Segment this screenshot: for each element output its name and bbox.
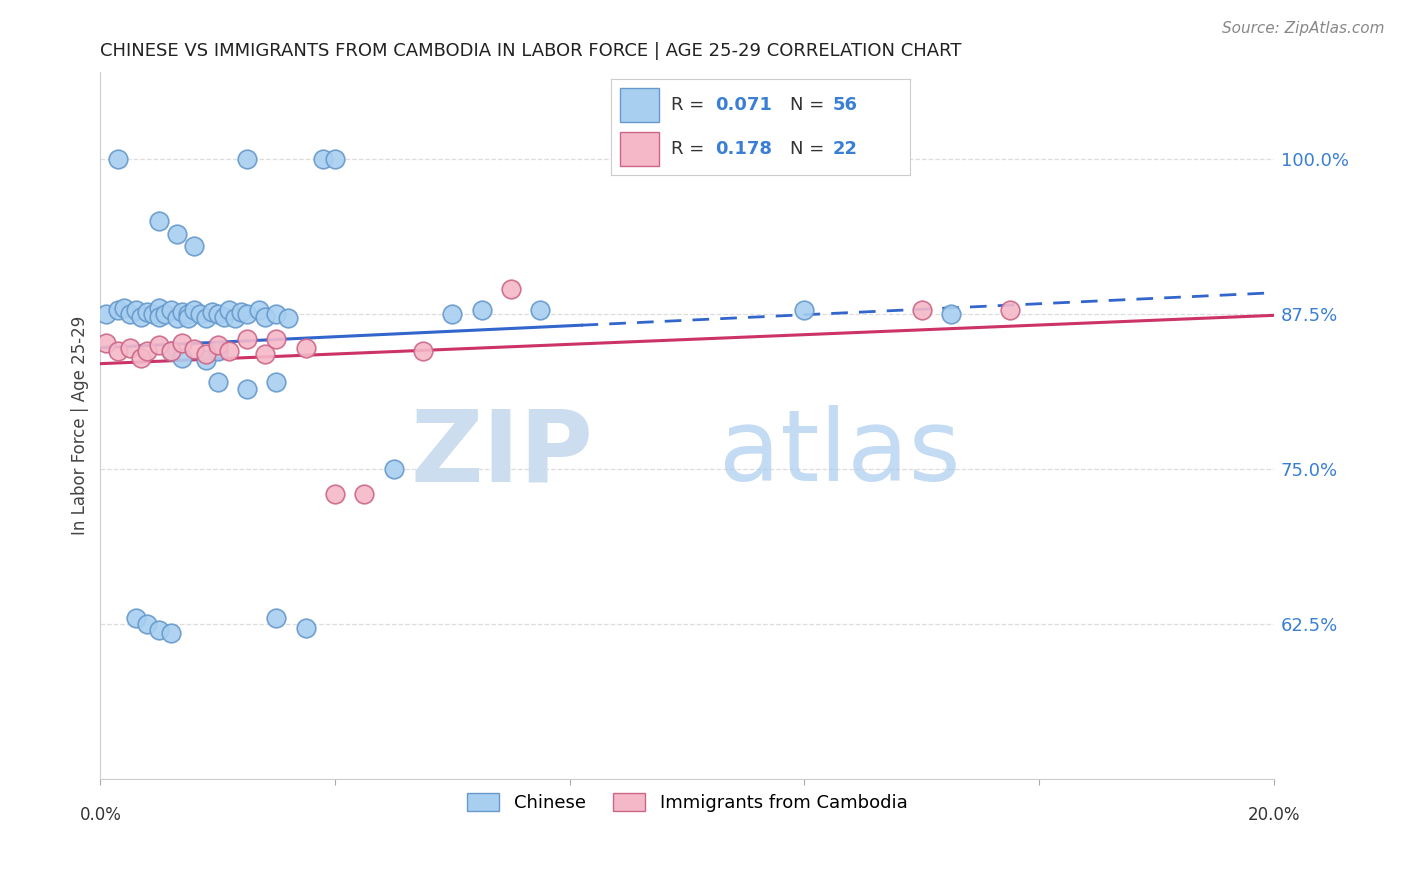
Point <box>112 301 135 315</box>
Point <box>159 303 181 318</box>
Point <box>266 307 288 321</box>
Point <box>212 310 235 324</box>
Point <box>218 344 240 359</box>
Point <box>96 335 118 350</box>
Point <box>136 344 159 359</box>
Text: CHINESE VS IMMIGRANTS FROM CAMBODIA IN LABOR FORCE | AGE 25-29 CORRELATION CHART: CHINESE VS IMMIGRANTS FROM CAMBODIA IN L… <box>100 42 962 60</box>
Point <box>172 304 194 318</box>
Point <box>253 347 276 361</box>
Point <box>183 303 205 318</box>
Point <box>412 344 434 359</box>
Point <box>441 307 464 321</box>
Point <box>236 332 259 346</box>
Point <box>207 307 229 321</box>
Point <box>277 310 299 325</box>
Point <box>501 282 523 296</box>
Point <box>107 152 129 166</box>
Point <box>107 303 129 318</box>
Point <box>183 239 205 253</box>
Point <box>294 621 316 635</box>
Point <box>323 152 346 166</box>
Legend: Chinese, Immigrants from Cambodia: Chinese, Immigrants from Cambodia <box>460 786 915 820</box>
Point <box>218 303 240 318</box>
Point <box>148 624 170 638</box>
Point <box>207 338 229 352</box>
Point <box>166 227 188 241</box>
Point <box>136 617 159 632</box>
Point <box>224 310 246 325</box>
Point <box>194 353 217 368</box>
Point <box>793 303 815 318</box>
Point <box>172 351 194 365</box>
Point <box>172 335 194 350</box>
Point <box>148 310 170 324</box>
Text: ZIP: ZIP <box>411 406 593 502</box>
Point <box>236 152 259 166</box>
Point <box>247 303 270 318</box>
Point <box>159 625 181 640</box>
Point <box>96 307 118 321</box>
Point <box>382 462 405 476</box>
Point <box>231 304 253 318</box>
Point <box>107 344 129 359</box>
Point <box>124 611 146 625</box>
Text: Source: ZipAtlas.com: Source: ZipAtlas.com <box>1222 21 1385 36</box>
Point <box>266 376 288 390</box>
Point <box>124 303 146 318</box>
Point <box>529 303 551 318</box>
Point <box>148 338 170 352</box>
Point <box>118 307 141 321</box>
Point <box>471 303 494 318</box>
Point <box>166 310 188 325</box>
Text: 20.0%: 20.0% <box>1247 806 1301 824</box>
Point <box>266 611 288 625</box>
Text: 0.0%: 0.0% <box>79 806 121 824</box>
Point <box>194 310 217 325</box>
Point <box>177 307 200 321</box>
Point <box>207 376 229 390</box>
Point <box>939 307 962 321</box>
Point <box>353 487 375 501</box>
Point <box>236 382 259 396</box>
Y-axis label: In Labor Force | Age 25-29: In Labor Force | Age 25-29 <box>72 316 89 535</box>
Point <box>136 304 159 318</box>
Point <box>323 487 346 501</box>
Point <box>266 332 288 346</box>
Point <box>201 304 224 318</box>
Point <box>312 152 335 166</box>
Point <box>207 344 229 359</box>
Point <box>236 307 259 321</box>
Point <box>118 341 141 355</box>
Point <box>159 344 181 359</box>
Point <box>148 301 170 315</box>
Point <box>183 342 205 356</box>
Point <box>148 214 170 228</box>
Point <box>911 303 934 318</box>
Point <box>194 347 217 361</box>
Point <box>294 341 316 355</box>
Point <box>131 351 153 365</box>
Point <box>142 307 165 321</box>
Point <box>177 310 200 325</box>
Point <box>188 307 211 321</box>
Point <box>159 344 181 359</box>
Point <box>131 310 153 324</box>
Text: atlas: atlas <box>718 406 960 502</box>
Point <box>253 310 276 324</box>
Point <box>153 307 176 321</box>
Point <box>998 303 1021 318</box>
